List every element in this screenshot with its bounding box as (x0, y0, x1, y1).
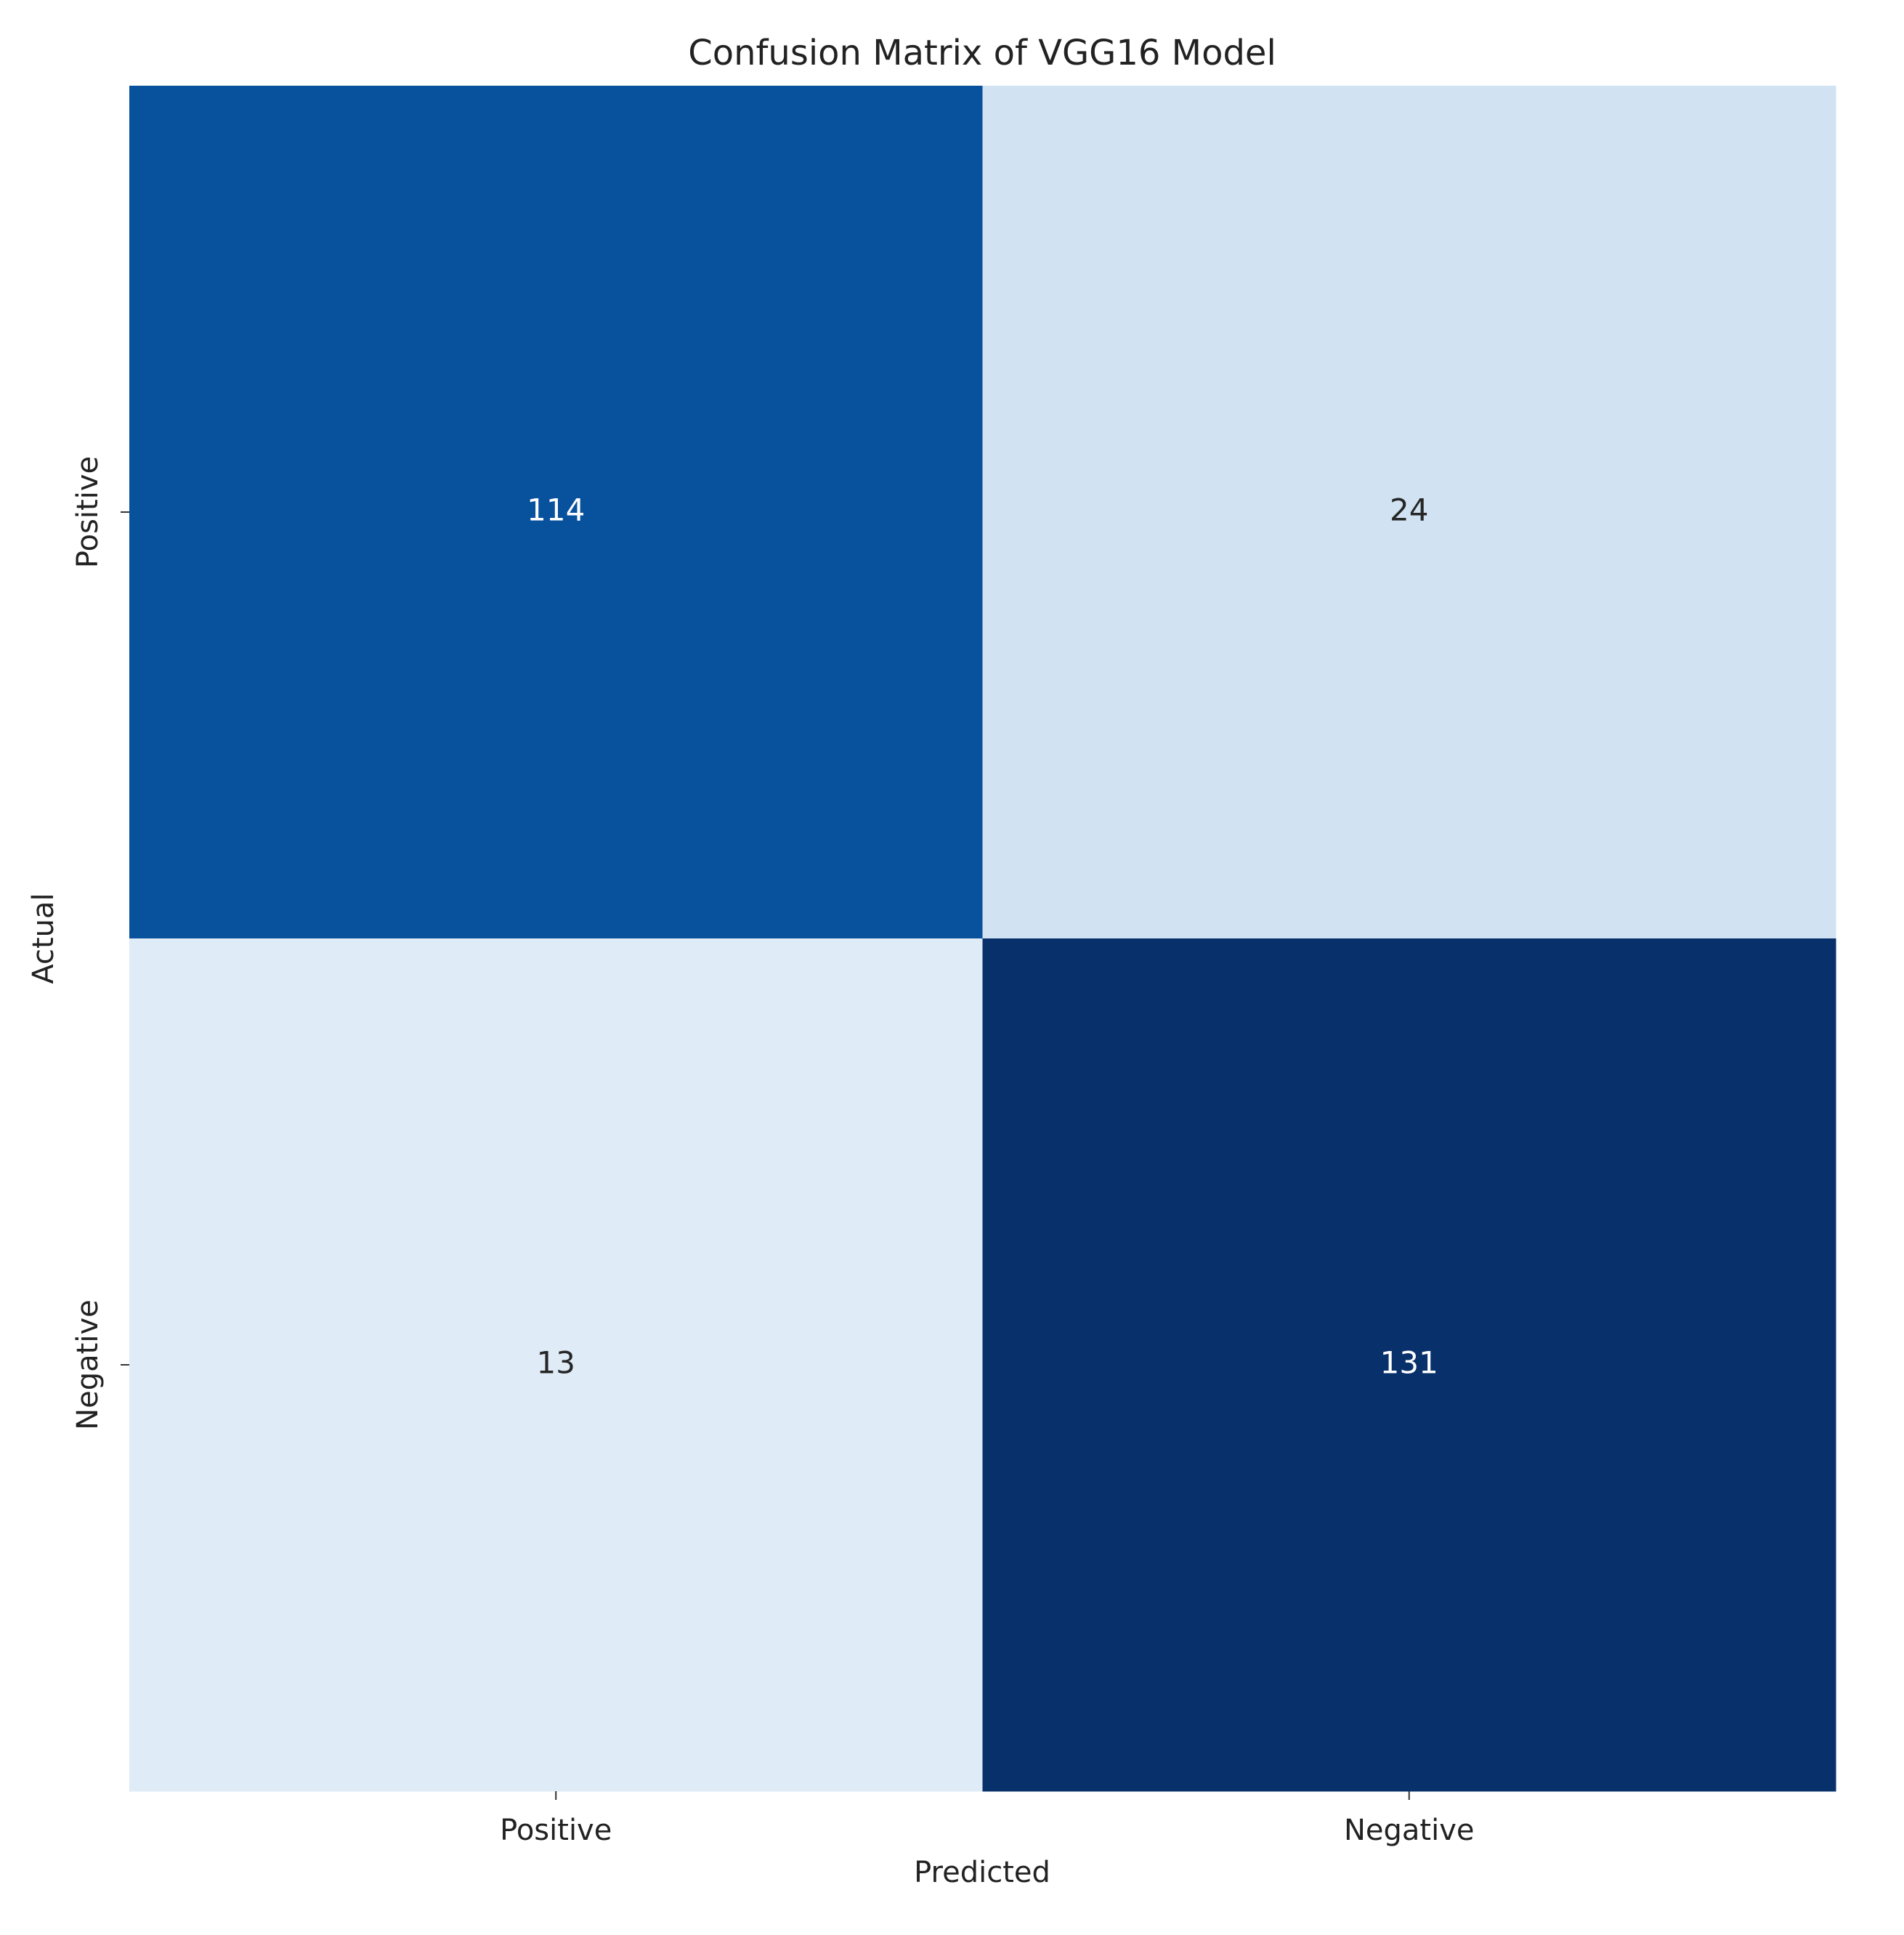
cell-label: 13 (537, 1345, 575, 1381)
x-tick-label: Positive (500, 1814, 612, 1847)
y-axis-label: Actual (27, 893, 60, 983)
heatmap-cell (982, 86, 1836, 939)
y-tick-label: Negative (71, 1299, 105, 1430)
cell-label: 24 (1390, 492, 1428, 528)
y-tick-label: Positive (71, 456, 105, 568)
chart-title: Confusion Matrix of VGG16 Model (688, 33, 1276, 73)
cell-label: 114 (527, 492, 585, 528)
cell-label: 131 (1380, 1345, 1438, 1381)
x-tick-label: Negative (1344, 1814, 1475, 1847)
x-axis-label: Predicted (914, 1856, 1050, 1889)
heatmap-cell (129, 86, 983, 939)
heatmap-cell (129, 938, 983, 1792)
heatmap-cell (982, 938, 1836, 1792)
